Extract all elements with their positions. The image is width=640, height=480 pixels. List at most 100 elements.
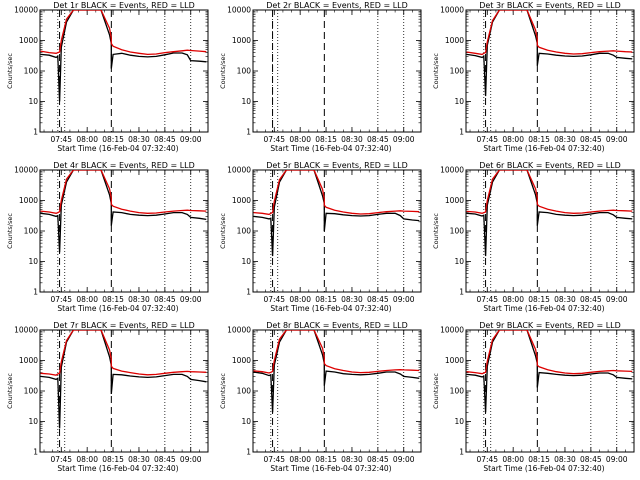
x-tick-label: 08:30 bbox=[341, 135, 363, 144]
y-axis-label: Counts/sec bbox=[6, 53, 14, 89]
y-tick-label: 1000 bbox=[19, 356, 38, 365]
panel-svg: Det 4r BLACK = Events, RED = LLD 1 10 100 10… bbox=[6, 161, 209, 313]
panel-svg: Det 8r BLACK = Events, RED = LLD 1 10 100 10… bbox=[219, 321, 422, 473]
x-tick-label: 09:00 bbox=[606, 455, 628, 464]
x-axis-label: Start Time (16-Feb-04 07:32:40) bbox=[57, 464, 178, 473]
x-tick-label: 08:00 bbox=[502, 455, 524, 464]
y-tick-label: 10 bbox=[454, 417, 464, 426]
x-tick-label: 08:15 bbox=[315, 135, 337, 144]
x-tick-label: 08:45 bbox=[367, 295, 389, 304]
y-tick-label: 100 bbox=[450, 67, 465, 76]
y-tick-label: 100 bbox=[24, 67, 39, 76]
y-axis-label: Counts/sec bbox=[6, 373, 14, 409]
x-tick-label: 08:00 bbox=[289, 455, 311, 464]
x-tick-label: 08:00 bbox=[502, 295, 524, 304]
x-tick-label: 08:00 bbox=[76, 295, 98, 304]
y-axis-label: Counts/sec bbox=[432, 53, 440, 89]
x-tick-label: 08:30 bbox=[128, 455, 150, 464]
y-tick-label: 10 bbox=[241, 97, 251, 106]
detector-panel-8: Det 8r BLACK = Events, RED = LLD 1 10 100 10… bbox=[213, 320, 426, 480]
x-tick-label: 08:00 bbox=[502, 135, 524, 144]
lld-series-line bbox=[253, 330, 420, 374]
y-tick-label: 1000 bbox=[19, 36, 38, 45]
x-axis-label: Start Time (16-Feb-04 07:32:40) bbox=[270, 464, 391, 473]
x-tick-label: 08:15 bbox=[102, 455, 124, 464]
y-axis-label: Counts/sec bbox=[432, 213, 440, 249]
x-tick-label: 08:15 bbox=[315, 455, 337, 464]
detector-panel-1: Det 1r BLACK = Events, RED = LLD 1 10 100 10… bbox=[0, 0, 213, 160]
y-tick-label: 1 bbox=[33, 448, 38, 457]
x-tick-label: 07:45 bbox=[50, 295, 72, 304]
y-tick-label: 100 bbox=[450, 227, 465, 236]
x-tick-label: 09:00 bbox=[606, 135, 628, 144]
y-tick-label: 10000 bbox=[14, 326, 38, 335]
y-tick-label: 10000 bbox=[227, 6, 251, 15]
y-tick-label: 10 bbox=[28, 97, 38, 106]
panel-title: Det 6r BLACK = Events, RED = LLD bbox=[479, 161, 621, 170]
detector-panel-4: Det 4r BLACK = Events, RED = LLD 1 10 100 10… bbox=[0, 160, 213, 320]
lld-series-line bbox=[466, 10, 633, 56]
x-tick-label: 08:15 bbox=[528, 295, 550, 304]
y-tick-label: 100 bbox=[237, 67, 252, 76]
x-tick-label: 08:45 bbox=[154, 455, 176, 464]
y-tick-label: 1 bbox=[33, 128, 38, 137]
x-tick-label: 08:15 bbox=[102, 295, 124, 304]
x-tick-label: 08:45 bbox=[580, 455, 602, 464]
x-axis-label: Start Time (16-Feb-04 07:32:40) bbox=[483, 144, 604, 153]
x-tick-label: 09:00 bbox=[393, 135, 415, 144]
lld-series-line bbox=[40, 10, 207, 56]
events-series-line bbox=[40, 170, 207, 253]
x-tick-label: 08:45 bbox=[154, 295, 176, 304]
y-tick-label: 10000 bbox=[440, 6, 464, 15]
x-tick-label: 07:45 bbox=[263, 295, 285, 304]
detector-panel-3: Det 3r BLACK = Events, RED = LLD 1 10 100 10… bbox=[426, 0, 639, 160]
y-tick-label: 100 bbox=[237, 387, 252, 396]
x-axis-label: Start Time (16-Feb-04 07:32:40) bbox=[483, 304, 604, 313]
x-tick-label: 08:30 bbox=[128, 135, 150, 144]
events-series-line bbox=[466, 330, 633, 413]
panel-title: Det 8r BLACK = Events, RED = LLD bbox=[266, 321, 408, 330]
y-tick-label: 1000 bbox=[445, 356, 464, 365]
x-tick-label: 08:00 bbox=[76, 455, 98, 464]
x-tick-label: 08:15 bbox=[528, 455, 550, 464]
detector-panel-5: Det 5r BLACK = Events, RED = LLD 1 10 100 10… bbox=[213, 160, 426, 320]
events-series-line bbox=[40, 10, 207, 102]
panel-title: Det 7r BLACK = Events, RED = LLD bbox=[53, 321, 195, 330]
y-tick-label: 100 bbox=[237, 227, 252, 236]
x-tick-label: 08:30 bbox=[341, 455, 363, 464]
y-tick-label: 10 bbox=[28, 417, 38, 426]
x-tick-label: 07:45 bbox=[476, 455, 498, 464]
y-tick-label: 10000 bbox=[14, 6, 38, 15]
x-tick-label: 08:30 bbox=[128, 295, 150, 304]
y-tick-label: 1000 bbox=[19, 196, 38, 205]
x-tick-label: 08:45 bbox=[367, 455, 389, 464]
panel-title: Det 1r BLACK = Events, RED = LLD bbox=[53, 1, 195, 10]
y-tick-label: 1000 bbox=[445, 36, 464, 45]
x-tick-label: 07:45 bbox=[476, 135, 498, 144]
events-series-line bbox=[253, 170, 420, 257]
y-tick-label: 1000 bbox=[232, 196, 251, 205]
y-tick-label: 1 bbox=[33, 288, 38, 297]
x-tick-label: 07:45 bbox=[263, 135, 285, 144]
y-axis-label: Counts/sec bbox=[6, 213, 14, 249]
y-tick-label: 10000 bbox=[440, 326, 464, 335]
detector-panel-9: Det 9r BLACK = Events, RED = LLD 1 10 100 10… bbox=[426, 320, 639, 480]
panel-svg: Det 7r BLACK = Events, RED = LLD 1 10 100 10… bbox=[6, 321, 209, 473]
x-tick-label: 09:00 bbox=[393, 295, 415, 304]
x-tick-label: 08:00 bbox=[289, 295, 311, 304]
y-tick-label: 10 bbox=[241, 417, 251, 426]
panel-svg: Det 6r BLACK = Events, RED = LLD 1 10 100 10… bbox=[432, 161, 635, 313]
events-series-line bbox=[253, 330, 420, 413]
y-tick-label: 1 bbox=[459, 448, 464, 457]
x-tick-label: 08:30 bbox=[554, 295, 576, 304]
detector-panel-6: Det 6r BLACK = Events, RED = LLD 1 10 100 10… bbox=[426, 160, 639, 320]
x-tick-label: 08:00 bbox=[76, 135, 98, 144]
x-tick-label: 08:15 bbox=[102, 135, 124, 144]
lld-series-line bbox=[466, 330, 633, 375]
panel-svg: Det 5r BLACK = Events, RED = LLD 1 10 100 10… bbox=[219, 161, 422, 313]
panel-title: Det 2r BLACK = Events, RED = LLD bbox=[266, 1, 408, 10]
x-tick-label: 08:45 bbox=[580, 295, 602, 304]
y-tick-label: 1 bbox=[459, 128, 464, 137]
y-axis-label: Counts/sec bbox=[219, 213, 227, 249]
x-tick-label: 07:45 bbox=[263, 455, 285, 464]
